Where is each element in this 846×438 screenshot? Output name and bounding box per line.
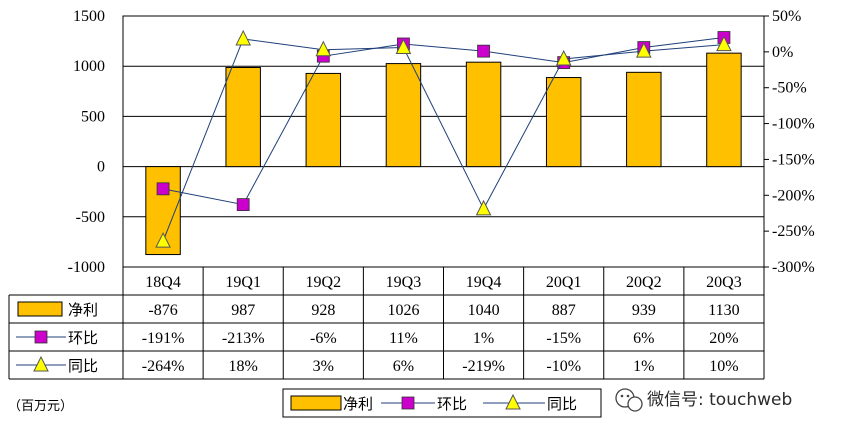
legend-key-marker	[401, 396, 415, 410]
table-cell: 1026	[387, 302, 419, 319]
yoy-point-20q3	[716, 35, 732, 52]
yoy-point-20q1	[555, 49, 572, 66]
table-cell: 1040	[468, 302, 500, 319]
right-tick-label: -300%	[772, 259, 815, 276]
table-cell: 10%	[709, 358, 738, 375]
category-label: 20Q2	[626, 274, 662, 291]
table-cell: 1%	[473, 330, 494, 347]
table-cell: 939	[632, 302, 656, 319]
series-name: 同比	[68, 357, 98, 375]
bar-19q4	[465, 61, 502, 168]
table-cell: -876	[148, 302, 177, 319]
series-line-qoq	[162, 37, 724, 206]
right-tick-label: 0%	[772, 44, 793, 61]
category-label: 19Q3	[386, 274, 422, 291]
left-tick-label: -500	[76, 209, 105, 226]
table-cell: 6%	[633, 330, 654, 347]
right-tick-label: -200%	[772, 187, 815, 204]
yoy-point-19q1	[235, 29, 251, 46]
watermark: 微信号: touchweb	[615, 388, 792, 412]
table-cell: -191%	[142, 330, 185, 347]
gridlines	[123, 15, 764, 268]
category-label: 19Q4	[466, 274, 502, 291]
table-cell: -10%	[546, 358, 581, 375]
watermark-text: 微信号: touchweb	[647, 390, 792, 410]
yoy-point-19q2	[315, 40, 332, 57]
left-tick-label: 0	[97, 159, 105, 176]
right-tick-label: -100%	[772, 116, 815, 133]
qoq-point-18q4	[156, 182, 170, 196]
left-tick-label: -1000	[68, 259, 105, 276]
bar-19q1	[225, 67, 261, 168]
yoy-point-18q4	[155, 232, 171, 248]
left-tick-label: 1000	[73, 58, 105, 75]
category-label: 20Q1	[546, 274, 582, 291]
series-name: 净利	[68, 301, 98, 319]
legend-label: 环比	[437, 395, 467, 413]
table-cell: 887	[552, 302, 576, 319]
category-label: 18Q4	[145, 274, 181, 291]
table-key-marker	[34, 330, 48, 344]
bar-20q3	[706, 52, 742, 168]
bar-series	[145, 52, 742, 256]
table-cell: 18%	[229, 358, 258, 375]
table-cell: 987	[231, 302, 255, 319]
left-tick-label: 500	[81, 108, 105, 125]
wechat-icon	[615, 388, 643, 412]
left-tick-label: 1500	[73, 8, 105, 25]
category-label: 20Q3	[706, 274, 742, 291]
bar-20q2	[626, 71, 662, 168]
left-axis: -1000 -500 0 500 1000 1500	[68, 8, 105, 276]
table-cell: 928	[311, 302, 335, 319]
category-label: 19Q1	[225, 274, 261, 291]
table-key-marker	[33, 355, 49, 372]
bar-20q1	[545, 77, 582, 168]
table-cell: 11%	[389, 330, 418, 347]
unit-note: （百万元）	[8, 399, 73, 414]
table-cell: 1%	[633, 358, 654, 375]
legend: 净利 环比 同比	[282, 388, 602, 418]
category-label: 19Q2	[306, 274, 342, 291]
right-tick-label: -150%	[772, 151, 815, 168]
table-cell: 1130	[708, 302, 739, 319]
bar-19q2	[305, 72, 342, 168]
right-tick-label: -50%	[772, 80, 807, 97]
table-cell: 6%	[393, 358, 414, 375]
table-cell: 20%	[709, 330, 738, 347]
series-line-yoy	[162, 38, 724, 242]
legend-key-marker	[505, 393, 521, 410]
line-series	[155, 29, 732, 248]
legend-label: 同比	[547, 395, 577, 413]
data-table: 18Q4 19Q1 19Q2 19Q3 19Q4 20Q1 20Q2 20Q3 净利 -876 98…	[8, 266, 765, 380]
table-cell: -6%	[310, 330, 337, 347]
table-cell: -213%	[222, 330, 265, 347]
right-tick-label: 50%	[772, 8, 801, 25]
yoy-point-19q3	[395, 38, 412, 55]
table-cell: -15%	[546, 330, 581, 347]
legend-label: 净利	[343, 395, 373, 413]
bar-19q3	[385, 63, 422, 168]
table-key-bar	[17, 301, 63, 317]
plot-border	[122, 15, 765, 268]
yoy-point-20q2	[636, 42, 652, 58]
yoy-point-19q4	[475, 199, 492, 216]
right-axis: -300% -250% -200% -150% -100% -50% 0% 50%	[764, 8, 815, 276]
table-cell: -219%	[462, 358, 505, 375]
legend-key-bar	[290, 395, 342, 411]
qoq-point-19q1	[236, 198, 250, 212]
series-name: 环比	[68, 329, 98, 347]
right-tick-label: -250%	[772, 223, 815, 240]
table-cell: -264%	[142, 358, 185, 375]
table-cell: 3%	[313, 358, 334, 375]
qoq-point-19q4	[477, 44, 490, 58]
